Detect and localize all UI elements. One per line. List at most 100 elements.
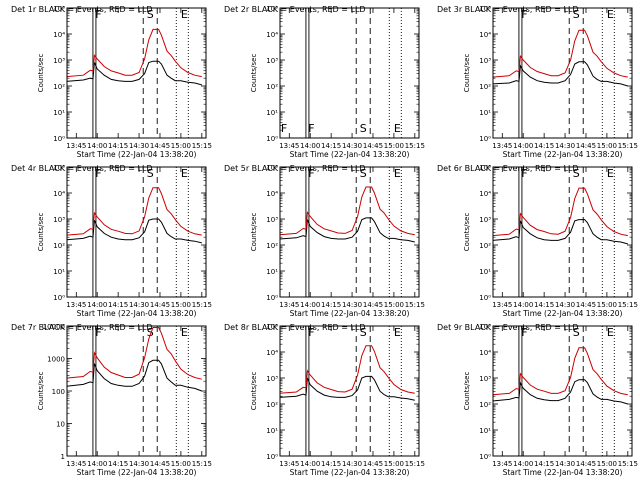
- plot-frame: [279, 325, 420, 457]
- marker-label-f: F: [308, 326, 314, 339]
- events-series-line: [66, 218, 202, 244]
- marker-label-e: E: [607, 167, 614, 180]
- x-tick-label: 14:45: [150, 301, 170, 309]
- x-tick-label: 14:45: [150, 142, 170, 150]
- x-tick-label: 15:15: [618, 142, 638, 150]
- lld-series-line: [492, 29, 628, 78]
- marker-label-s: S: [147, 8, 154, 21]
- y-tick-label: 10⁰: [266, 135, 278, 143]
- marker-label-f: F: [95, 167, 101, 180]
- y-tick-label: 10: [56, 421, 65, 429]
- marker-label-s: S: [360, 122, 367, 135]
- y-tick-label: 10⁰: [53, 294, 65, 302]
- y-tick-label: 10⁰: [266, 294, 278, 302]
- x-axis-label: Start Time (22-Jan-04 13:38:20): [290, 309, 410, 318]
- y-tick-label: 10⁴: [266, 31, 278, 39]
- y-axis-label: Counts/sec: [37, 372, 45, 411]
- y-tick-label: 10⁴: [479, 31, 491, 39]
- marker-label-e: E: [181, 8, 188, 21]
- x-axis-label: Start Time (22-Jan-04 13:38:20): [77, 150, 197, 159]
- y-tick-label: 10¹: [53, 268, 65, 276]
- y-tick-label: 10¹: [266, 427, 278, 435]
- y-tick-label: 10⁵: [266, 323, 278, 331]
- x-axis-label: Start Time (22-Jan-04 13:38:20): [290, 150, 410, 159]
- lld-series-line: [279, 186, 415, 236]
- y-tick-label: 10¹: [53, 109, 65, 117]
- x-tick-label: 15:15: [405, 142, 425, 150]
- x-tick-label: 15:15: [192, 142, 212, 150]
- x-tick-label: 14:30: [342, 460, 362, 468]
- y-tick-label: 10⁴: [479, 349, 491, 357]
- x-tick-label: 13:45: [492, 142, 512, 150]
- lld-series-line: [492, 347, 628, 396]
- y-tick-label: 1000: [47, 356, 65, 364]
- panel-det-8: Det 8r BLACK = Events, RED = LLD 10⁰ 10¹ 10…: [224, 323, 425, 477]
- marker-label-e: E: [394, 326, 401, 339]
- plot-frame: [492, 325, 633, 457]
- x-tick-label: 14:15: [534, 301, 554, 309]
- x-tick-label: 14:45: [576, 460, 596, 468]
- x-tick-label: 14:00: [513, 301, 533, 309]
- y-tick-label: 10³: [53, 216, 65, 224]
- plot-frame: [492, 7, 633, 139]
- marker-label-f: F: [521, 326, 527, 339]
- x-tick-label: 14:30: [129, 142, 149, 150]
- y-tick-label: 10³: [479, 57, 491, 65]
- y-tick-label: 10⁰: [266, 453, 278, 461]
- x-tick-label: 14:45: [576, 142, 596, 150]
- x-tick-label: 13:45: [279, 142, 299, 150]
- x-tick-label: 15:00: [171, 301, 191, 309]
- plot-frame: [279, 166, 420, 298]
- panel-det-9: Det 9r BLACK = Events, RED = LLD 10⁰ 10¹ 10…: [437, 323, 638, 477]
- y-tick-label: 10²: [266, 242, 278, 250]
- panel-title: Det 2r BLACK = Events, RED = LLD: [224, 5, 366, 14]
- events-series-line: [66, 60, 202, 86]
- marker-label-e: E: [394, 167, 401, 180]
- x-tick-label: 13:45: [492, 460, 512, 468]
- panel-det-3: Det 3r BLACK = Events, RED = LLD 10⁰ 10¹ 10…: [437, 5, 638, 159]
- x-tick-label: 14:00: [513, 142, 533, 150]
- x-tick-label: 14:00: [300, 142, 320, 150]
- y-tick-label: 10⁵: [479, 164, 491, 172]
- y-tick-label: 10¹: [479, 427, 491, 435]
- x-axis-label: Start Time (22-Jan-04 13:38:20): [503, 309, 623, 318]
- marker-label-f: F: [521, 8, 527, 21]
- x-tick-label: 13:45: [66, 142, 86, 150]
- x-tick-label: 14:00: [87, 460, 107, 468]
- y-tick-label: 10⁴: [53, 31, 65, 39]
- y-tick-label: 10²: [266, 83, 278, 91]
- x-tick-label: 15:15: [192, 460, 212, 468]
- x-tick-label: 15:00: [384, 142, 404, 150]
- marker-label-s: S: [573, 167, 580, 180]
- x-tick-label: 14:45: [576, 301, 596, 309]
- plot-frame: [66, 7, 207, 139]
- panel-title: Det 4r BLACK = Events, RED = LLD: [11, 164, 153, 173]
- x-tick-label: 14:30: [555, 142, 575, 150]
- y-axis-label: Counts/sec: [250, 372, 258, 411]
- x-tick-label: 14:45: [363, 301, 383, 309]
- y-tick-label: 10⁵: [479, 5, 491, 13]
- x-axis-label: Start Time (22-Jan-04 13:38:20): [77, 468, 197, 477]
- marker-label-e: E: [607, 326, 614, 339]
- x-tick-label: 15:00: [171, 142, 191, 150]
- y-tick-label: 10⁵: [266, 5, 278, 13]
- y-tick-label: 10¹: [479, 268, 491, 276]
- y-tick-label: 10³: [479, 375, 491, 383]
- y-axis-label: Counts/sec: [37, 54, 45, 93]
- marker-label-e: E: [181, 326, 188, 339]
- x-tick-label: 14:00: [300, 460, 320, 468]
- x-tick-label: 15:15: [405, 301, 425, 309]
- lld-series-line: [66, 28, 202, 78]
- x-tick-label: 14:30: [555, 460, 575, 468]
- y-tick-label: 10⁰: [479, 453, 491, 461]
- panel-det-2: Det 2r BLACK = Events, RED = LLD 10⁰ 10¹ 10…: [224, 5, 425, 159]
- x-tick-label: 15:15: [618, 301, 638, 309]
- marker-label-f: F: [308, 167, 314, 180]
- x-tick-label: 14:00: [87, 142, 107, 150]
- plot-frame: [279, 7, 420, 139]
- y-tick-label: 10⁴: [479, 190, 491, 198]
- marker-label-e: E: [607, 8, 614, 21]
- marker-label-f: F: [308, 122, 314, 135]
- y-tick-label: 10⁵: [53, 5, 65, 13]
- y-tick-label: 10³: [53, 57, 65, 65]
